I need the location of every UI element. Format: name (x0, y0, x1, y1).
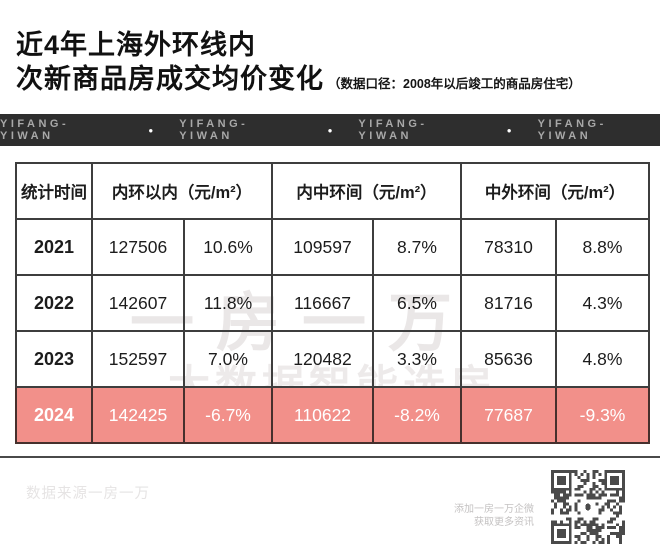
year-cell: 2022 (15, 274, 93, 332)
year-cell: 2024 (15, 386, 93, 444)
price-table: 统计时间 内环以内（元/m²） 内中环间（元/m²） 中外环间（元/m²） 20… (15, 162, 650, 444)
price-cell: 152597 (91, 330, 185, 388)
qr-caption-line-2: 获取更多资讯 (474, 517, 534, 528)
table-row: 2022 142607 11.8% 116667 6.5% 81716 4.3% (15, 274, 650, 332)
bullet-separator-icon: ● (327, 125, 333, 135)
price-cell: 81716 (460, 274, 557, 332)
price-cell: 109597 (271, 218, 374, 276)
col-header-mid-outer-ring: 中外环间（元/m²） (460, 162, 650, 220)
table-header-row: 统计时间 内环以内（元/m²） 内中环间（元/m²） 中外环间（元/m²） (15, 162, 650, 220)
pct-cell: 8.7% (372, 218, 462, 276)
table-row: 2024 142425 -6.7% 110622 -8.2% 77687 -9.… (15, 386, 650, 444)
pct-cell: 10.6% (183, 218, 273, 276)
title-note: （数据口径：2008年以后竣工的商品房住宅） (328, 77, 581, 91)
price-cell: 77687 (460, 386, 557, 444)
price-cell: 120482 (271, 330, 374, 388)
qr-code-image (551, 470, 625, 544)
col-header-inner-ring: 内环以内（元/m²） (91, 162, 273, 220)
price-cell: 110622 (271, 386, 374, 444)
price-cell: 127506 (91, 218, 185, 276)
table-row: 2023 152597 7.0% 120482 3.3% 85636 4.8% (15, 330, 650, 388)
banner-brand-text: YIFANG-YIWAN (358, 118, 428, 142)
pct-cell: 7.0% (183, 330, 273, 388)
year-cell: 2021 (15, 218, 93, 276)
bullet-separator-icon: ● (506, 125, 512, 135)
data-source-text: 数据来源一房一万 (26, 486, 150, 502)
title-line-1: 近4年上海外环线内 (16, 30, 257, 60)
banner-brand-text: YIFANG-YIWAN (537, 118, 607, 142)
table-row: 2021 127506 10.6% 109597 8.7% 78310 8.8% (15, 218, 650, 276)
qr-caption: 添加一房一万企微 获取更多资讯 (454, 503, 534, 529)
col-header-inner-mid-ring: 内中环间（元/m²） (271, 162, 462, 220)
price-cell: 116667 (271, 274, 374, 332)
pct-cell: 4.3% (555, 274, 650, 332)
pct-cell: 3.3% (372, 330, 462, 388)
price-cell: 85636 (460, 330, 557, 388)
pct-cell: -6.7% (183, 386, 273, 444)
title-line-2: 次新商品房成交均价变化 （数据口径：2008年以后竣工的商品房住宅） (16, 64, 581, 94)
price-cell: 142425 (91, 386, 185, 444)
pct-cell: -9.3% (555, 386, 650, 444)
qr-code (551, 470, 625, 544)
brand-banner: YIFANG-YIWAN ● YIFANG-YIWAN ● YIFANG-YIW… (0, 114, 660, 146)
footer-divider (0, 456, 660, 458)
banner-brand-text: YIFANG-YIWAN (0, 118, 70, 142)
col-header-time: 统计时间 (15, 162, 93, 220)
price-cell: 142607 (91, 274, 185, 332)
pct-cell: 11.8% (183, 274, 273, 332)
pct-cell: -8.2% (372, 386, 462, 444)
pct-cell: 6.5% (372, 274, 462, 332)
pct-cell: 8.8% (555, 218, 650, 276)
qr-caption-line-1: 添加一房一万企微 (454, 504, 534, 515)
page-title: 近4年上海外环线内 次新商品房成交均价变化 （数据口径：2008年以后竣工的商品房… (16, 28, 581, 101)
year-cell: 2023 (15, 330, 93, 388)
price-cell: 78310 (460, 218, 557, 276)
banner-brand-text: YIFANG-YIWAN (179, 118, 249, 142)
pct-cell: 4.8% (555, 330, 650, 388)
bullet-separator-icon: ● (148, 125, 154, 135)
